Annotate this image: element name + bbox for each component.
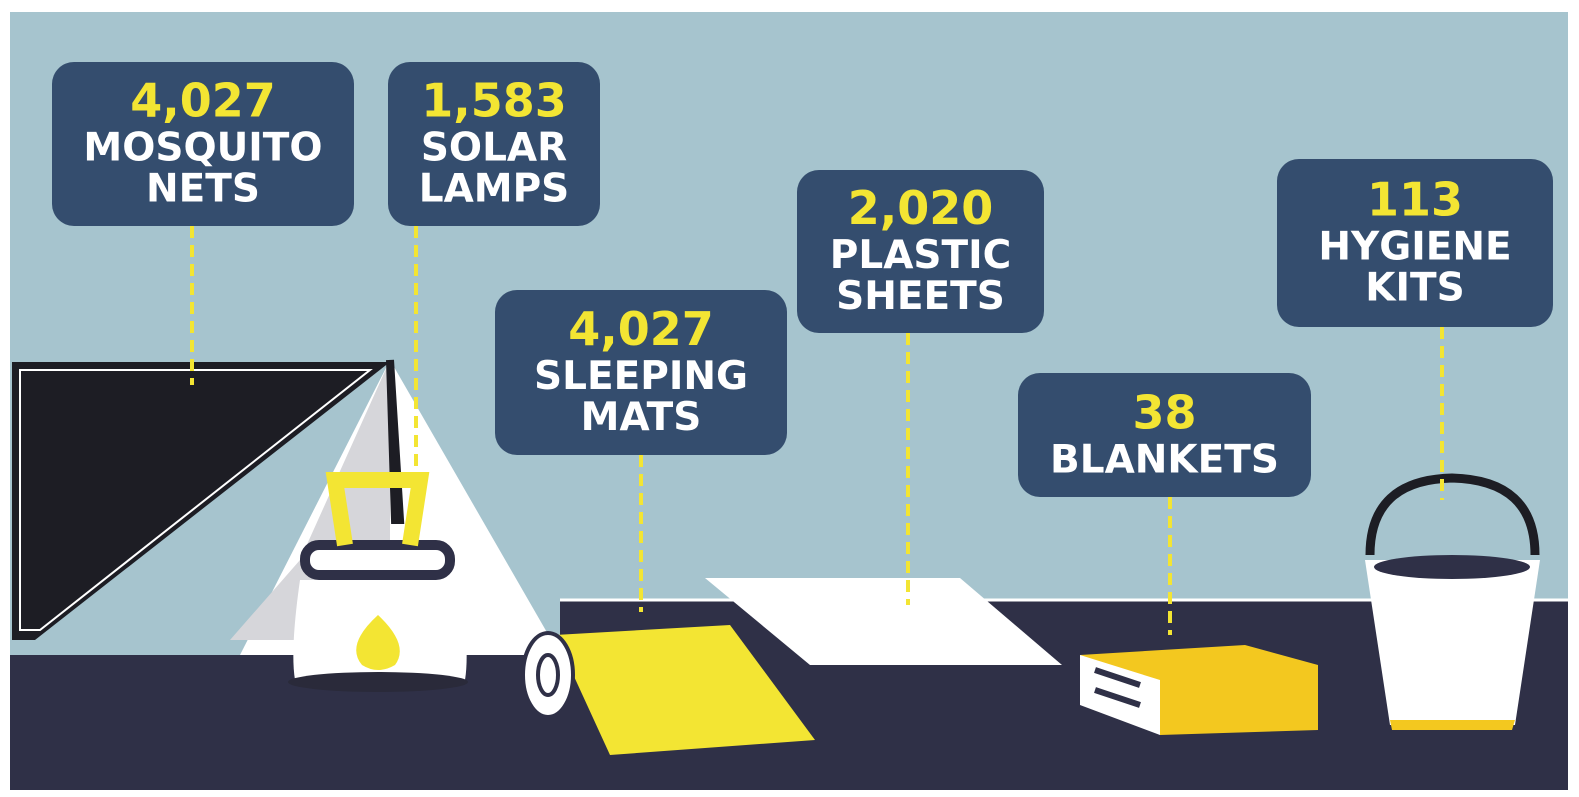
- plastic-sheet: [705, 578, 1062, 665]
- callout-box: [1277, 159, 1553, 327]
- solar-lamp: [288, 472, 468, 692]
- callout-box: [797, 170, 1044, 333]
- item-callouts: 4,027MOSQUITONETS1,583SOLARLAMPS4,027SLE…: [52, 62, 1553, 635]
- callout-box: [1018, 373, 1311, 497]
- item-count: 4,027: [568, 302, 714, 356]
- item-count: 113: [1367, 173, 1463, 227]
- item-label: NETS: [146, 167, 260, 212]
- item-label: PLASTIC: [830, 233, 1011, 278]
- item-label: HYGIENE: [1318, 225, 1511, 270]
- sleeping-mat: [521, 625, 815, 755]
- item-label: MOSQUITO: [83, 126, 322, 171]
- item-label: MATS: [581, 395, 702, 440]
- callout-box: [52, 62, 354, 226]
- callout-box: [388, 62, 600, 226]
- item-label: SOLAR: [421, 126, 567, 171]
- item-label: LAMPS: [419, 167, 570, 212]
- item-label: KITS: [1365, 266, 1464, 311]
- blanket: [1080, 645, 1318, 735]
- mosquito-net: [12, 362, 390, 640]
- item-count: 1,583: [421, 74, 567, 128]
- item-label: SHEETS: [836, 274, 1005, 319]
- item-count: 38: [1132, 386, 1196, 440]
- item-count: 2,020: [848, 181, 994, 235]
- bucket: [1365, 473, 1540, 730]
- floor: [10, 600, 1568, 790]
- item-label: BLANKETS: [1050, 438, 1279, 483]
- item-count: 4,027: [130, 74, 276, 128]
- callout-box: [495, 290, 787, 455]
- item-label: SLEEPING: [534, 354, 748, 399]
